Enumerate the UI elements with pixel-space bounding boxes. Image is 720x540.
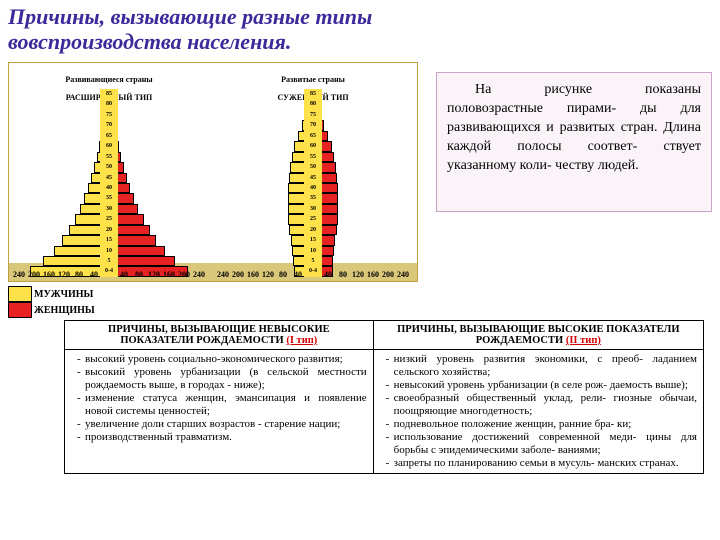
legend: МУЖЧИНЫ ЖЕНЩИНЫ (8, 286, 95, 318)
list-item: своеобразный общественный уклад, рели- г… (386, 392, 697, 418)
list-item: низкий уровень развития экономики, с пре… (386, 353, 697, 379)
legend-female-label: ЖЕНЩИНЫ (34, 305, 95, 316)
pyramid-group-title: Развивающиеся страны (19, 75, 199, 84)
legend-male-label: МУЖЧИНЫ (34, 289, 93, 300)
figure-caption-box: На рисунке показаны половозрастные пирам… (436, 72, 712, 212)
list-item: высокий уровень урбанизации (в сельской … (77, 366, 367, 392)
list-item: производственный травматизм. (77, 431, 367, 444)
figure-caption-text: На рисунке показаны половозрастные пирам… (447, 82, 701, 173)
pyramid-panel: Развивающиеся страныРАСШИРЕННЫЙ ТИП85807… (19, 75, 199, 263)
list-item: высокий уровень социально-экономического… (77, 353, 367, 366)
list-item: увеличение доли старших возрастов - стар… (77, 418, 367, 431)
table-header-col1: ПРИЧИНЫ, ВЫЗЫВАЮЩИЕ НЕВЫСОКИЕ ПОКАЗАТЕЛИ… (65, 321, 374, 350)
list-item: изменение статуса женщин, эмансипация и … (77, 392, 367, 418)
list-item: подневольное положение женщин, ранние бр… (386, 418, 697, 431)
causes-table: ПРИЧИНЫ, ВЫЗЫВАЮЩИЕ НЕВЫСОКИЕ ПОКАЗАТЕЛИ… (64, 320, 704, 474)
male-swatch (8, 286, 32, 302)
axis-tick-label: 240 (393, 270, 413, 279)
female-swatch (8, 302, 32, 318)
list-item: запреты по планированию семьи в мусуль- … (386, 457, 697, 470)
pyramid-group-title: Развитые страны (223, 75, 403, 84)
population-pyramids-figure: Развивающиеся страныРАСШИРЕННЫЙ ТИП85807… (8, 62, 418, 282)
table-cell-col1: высокий уровень социально-экономического… (65, 350, 374, 474)
table-cell-col2: низкий уровень развития экономики, с пре… (373, 350, 703, 474)
list-item: использование достижений современной мед… (386, 431, 697, 457)
list-item: невысокий уровень урбанизации (в селе ро… (386, 379, 697, 392)
axis-tick-label: 240 (189, 270, 209, 279)
pyramid-panel: Развитые страныСУЖЕННЫЙ ТИП8580757065605… (223, 75, 403, 263)
table-header-col2: ПРИЧИНЫ, ВЫЗЫВАЮЩИЕ ВЫСОКИЕ ПОКАЗАТЕЛИ Р… (373, 321, 703, 350)
page-title: Причины, вызывающие разные типы вовспрои… (8, 4, 528, 55)
